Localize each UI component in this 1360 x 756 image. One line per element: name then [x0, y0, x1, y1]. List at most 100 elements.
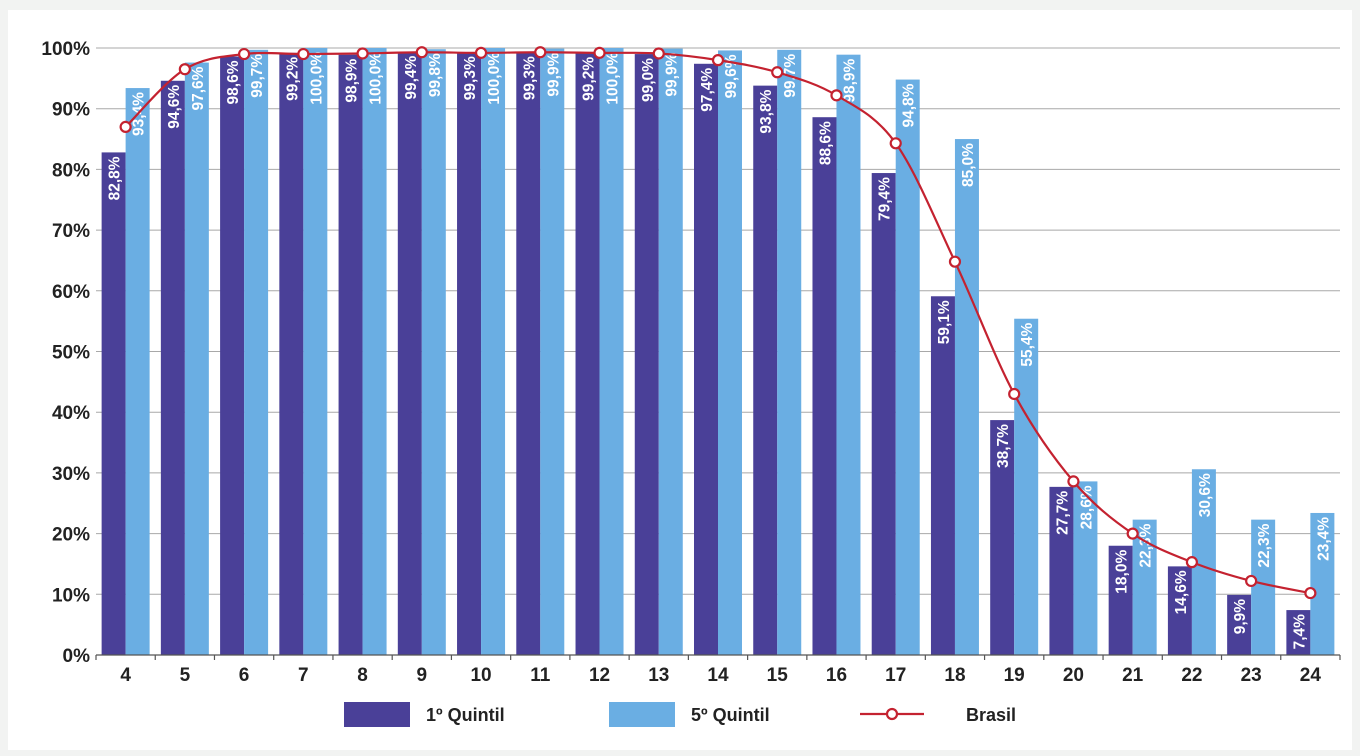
bar-quintil1	[871, 173, 896, 656]
bar-label-quintil5: 30,6%	[1197, 473, 1214, 517]
brasil-point	[889, 137, 902, 150]
x-tick-label: 11	[530, 665, 551, 686]
bar-label-quintil1: 18,0%	[1114, 550, 1131, 594]
bar-quintil5	[895, 79, 920, 655]
legend-marker-brasil	[885, 707, 899, 721]
bar-quintil1	[1108, 545, 1133, 655]
x-tick-label: 13	[648, 665, 669, 686]
brasil-point	[119, 120, 132, 134]
bar-label-quintil5: 100,0%	[368, 52, 385, 105]
bar-label-quintil1: 98,9%	[344, 58, 361, 102]
bar-quintil5	[125, 88, 150, 655]
x-tick-label: 22	[1181, 665, 1202, 686]
y-tick-label: 50%	[52, 343, 90, 364]
brasil-point	[1126, 527, 1139, 540]
y-tick-label: 70%	[52, 221, 90, 242]
x-tick-label: 24	[1300, 665, 1322, 686]
x-tick-label: 6	[239, 665, 250, 686]
brasil-point	[534, 46, 547, 59]
bar-label-quintil5: 99,9%	[545, 52, 562, 96]
brasil-point	[356, 47, 369, 60]
brasil-point	[830, 89, 843, 102]
bar-quintil1	[930, 296, 955, 655]
bar-label-quintil5: 99,9%	[664, 52, 681, 96]
bar-label-quintil1: 99,2%	[284, 57, 301, 101]
x-tick-label: 20	[1063, 665, 1084, 686]
bar-quintil1	[1049, 486, 1074, 655]
brasil-point	[948, 255, 962, 268]
bar-label-quintil5: 22,3%	[1256, 523, 1273, 567]
x-tick-label: 19	[1004, 665, 1025, 686]
brasil-point	[1304, 586, 1317, 600]
brasil-point	[1185, 556, 1199, 569]
bar-quintil5	[1073, 481, 1098, 655]
legend: 1º Quintil 5º Quintil Brasil	[344, 702, 1016, 727]
brasil-point	[178, 63, 191, 76]
bar-quintil5	[836, 54, 861, 655]
bar-label-quintil1: 79,4%	[877, 177, 894, 221]
x-tick-label: 17	[885, 665, 906, 686]
bar-quintil5	[362, 48, 387, 655]
bar-quintil5	[303, 48, 328, 655]
brasil-point	[771, 66, 784, 79]
brasil-point	[415, 46, 428, 59]
bar-quintil1	[457, 52, 482, 655]
bar-quintil5	[658, 48, 683, 656]
legend-swatch-quintil5	[609, 702, 675, 727]
brasil-point	[1008, 387, 1021, 401]
x-tick-label: 23	[1241, 665, 1262, 686]
bar-label-quintil5: 55,4%	[1019, 323, 1036, 367]
bar-quintil5	[481, 48, 506, 655]
x-tick-label: 16	[826, 665, 847, 686]
bar-quintil1	[990, 420, 1015, 655]
brasil-line-path	[124, 51, 1311, 595]
x-tick-label: 7	[298, 665, 309, 686]
bar-quintil5	[1310, 512, 1335, 655]
bar-label-quintil1: 9,9%	[1232, 599, 1249, 635]
bar-quintil1	[279, 52, 304, 655]
bar-quintil1	[753, 85, 778, 655]
y-tick-label: 90%	[52, 100, 90, 121]
bar-quintil1	[220, 56, 245, 656]
bar-label-quintil1: 98,6%	[225, 60, 242, 104]
bar-quintil1	[1227, 594, 1252, 655]
x-tick-label: 12	[589, 665, 610, 686]
legend-label-quintil1: 1º Quintil	[426, 705, 505, 725]
y-tick-label: 10%	[52, 585, 90, 606]
bar-quintil1	[1286, 610, 1311, 655]
bar-label-quintil1: 82,8%	[107, 156, 124, 200]
bar-label-quintil5: 23,4%	[1315, 517, 1332, 561]
x-tick-label: 10	[470, 665, 491, 686]
bar-label-quintil5: 100,0%	[486, 52, 503, 105]
bar-quintil1	[694, 63, 718, 656]
y-tick-label: 100%	[41, 39, 90, 60]
bar-quintil1	[338, 54, 363, 655]
bar-label-quintil1: 59,1%	[936, 300, 953, 344]
bar-label-quintil5: 99,8%	[427, 53, 444, 97]
bar-quintil1	[101, 152, 126, 656]
bar-quintil5	[777, 49, 802, 656]
brasil-point	[474, 46, 488, 59]
y-tick-label: 80%	[52, 160, 90, 181]
legend-swatch-quintil1	[344, 702, 410, 727]
bar-label-quintil1: 99,2%	[581, 57, 598, 101]
bar-quintil1	[575, 52, 600, 655]
brasil-point	[1067, 475, 1080, 488]
bar-label-quintil5: 97,6%	[190, 66, 207, 110]
y-axis-ticks: 0% 10% 20% 30% 40% 50% 60% 70% 80% 90% 100%	[41, 39, 90, 667]
x-tick-label: 8	[357, 665, 368, 686]
legend-label-quintil5: 5º Quintil	[691, 705, 770, 725]
x-tick-label: 21	[1122, 665, 1144, 686]
brasil-point	[237, 47, 251, 61]
x-axis: 4 5 6 7 8 9 10 11 12 13 14 15 16 17 18 19 20 21 22 23 24	[95, 654, 1341, 686]
bar-label-quintil1: 99,3%	[462, 56, 479, 100]
bar-label-quintil1: 99,0%	[640, 58, 657, 102]
bar-label-quintil5: 100,0%	[605, 52, 622, 105]
x-tick-label: 4	[120, 665, 131, 686]
y-tick-label: 60%	[52, 282, 90, 303]
bar-quintil5	[421, 49, 446, 656]
bar-label-quintil1: 99,4%	[403, 55, 420, 99]
bar-quintil5	[1014, 318, 1039, 655]
brasil-point	[652, 47, 665, 60]
